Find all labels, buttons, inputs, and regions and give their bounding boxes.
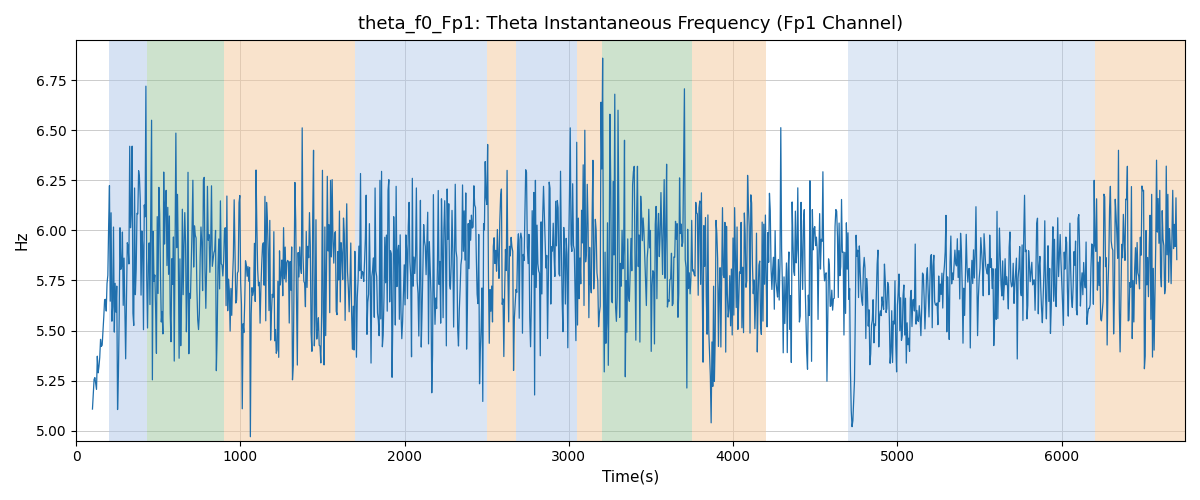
Bar xyxy=(146,40,224,440)
X-axis label: Time(s): Time(s) xyxy=(602,470,659,485)
Bar xyxy=(692,40,766,440)
Bar xyxy=(224,40,355,440)
Title: theta_f0_Fp1: Theta Instantaneous Frequency (Fp1 Channel): theta_f0_Fp1: Theta Instantaneous Freque… xyxy=(358,15,904,34)
Y-axis label: Hz: Hz xyxy=(14,230,30,250)
Bar xyxy=(355,40,487,440)
Bar xyxy=(848,40,1094,440)
Bar xyxy=(487,40,516,440)
Bar xyxy=(577,40,601,440)
Bar xyxy=(601,40,692,440)
Bar xyxy=(1094,40,1186,440)
Bar xyxy=(109,40,146,440)
Bar xyxy=(516,40,577,440)
